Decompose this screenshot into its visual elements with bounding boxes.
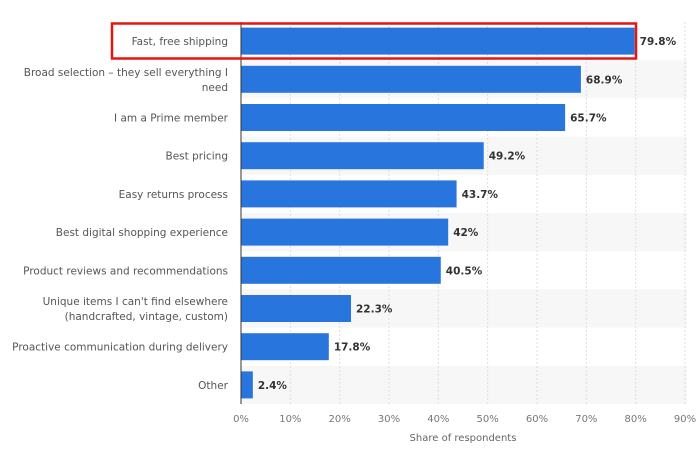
x-tick-label: 60%: [526, 414, 548, 425]
x-tick-label: 0%: [233, 414, 249, 425]
bar: [241, 371, 253, 399]
data-label: 2.4%: [258, 380, 288, 392]
data-label: 17.8%: [334, 342, 371, 354]
data-label: 40.5%: [446, 265, 483, 277]
x-tick-label: 30%: [378, 414, 400, 425]
category-label: Best digital shopping experience: [56, 227, 228, 239]
x-tick-label: 70%: [575, 414, 597, 425]
category-label: Product reviews and recommendations: [23, 265, 228, 277]
bar: [241, 180, 457, 208]
x-tick-label: 90%: [674, 414, 696, 425]
bar: [241, 256, 441, 284]
data-label: 65.7%: [570, 113, 607, 125]
row-band: [241, 365, 687, 404]
x-tick-label: 50%: [477, 414, 499, 425]
category-label: Other: [198, 380, 228, 392]
category-label: Fast, free shipping: [132, 36, 228, 48]
data-label: 42%: [453, 227, 479, 239]
data-label: 49.2%: [489, 151, 526, 163]
data-label: 68.9%: [586, 74, 623, 86]
bar: [241, 218, 449, 246]
bar: [241, 142, 484, 170]
x-tick-label: 10%: [279, 414, 301, 425]
bar: [241, 295, 352, 322]
category-label: Broad selection – they sell everything I: [24, 67, 228, 79]
category-label: I am a Prime member: [114, 113, 229, 125]
category-label: (handcrafted, vintage, custom): [65, 311, 228, 323]
data-label: 22.3%: [356, 304, 393, 316]
category-label: Easy returns process: [119, 189, 228, 201]
data-label: 43.7%: [462, 189, 499, 201]
bar: [241, 27, 635, 55]
category-label: Unique items I can't find elsewhere: [43, 296, 228, 308]
category-label: Best pricing: [166, 151, 229, 163]
bar: [241, 104, 566, 131]
x-axis-title: Share of respondents: [410, 433, 517, 444]
x-tick-label: 40%: [427, 414, 449, 425]
category-label: need: [202, 82, 228, 94]
x-tick-label: 20%: [329, 414, 351, 425]
bar: [241, 65, 581, 93]
category-label: Proactive communication during delivery: [12, 342, 228, 354]
highlight-box: [110, 22, 638, 60]
x-tick-label: 80%: [625, 414, 647, 425]
data-label: 79.8%: [640, 36, 677, 48]
bar: [241, 333, 329, 361]
